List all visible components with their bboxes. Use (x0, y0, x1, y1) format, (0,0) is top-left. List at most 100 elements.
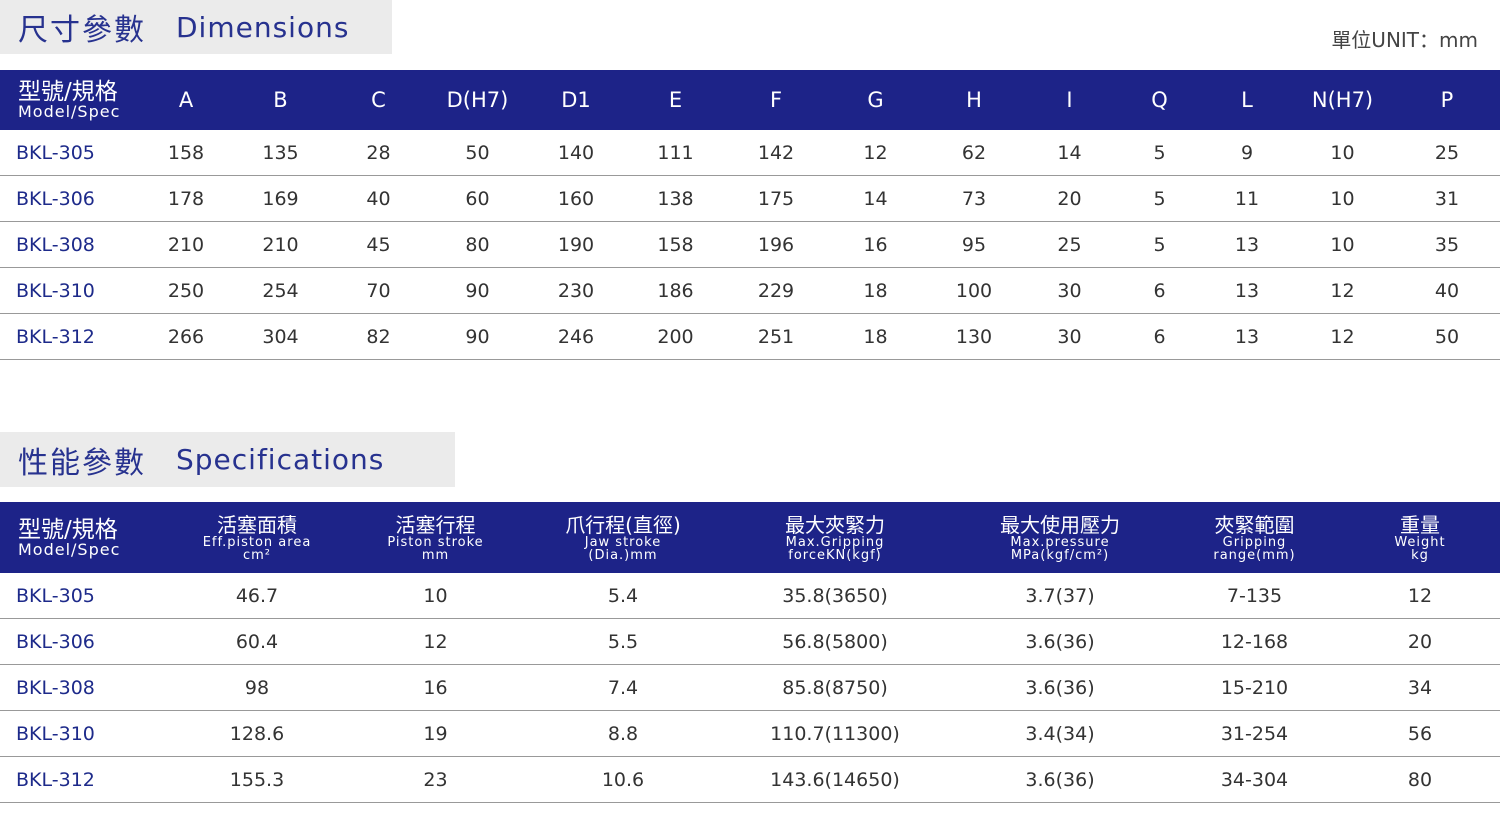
table-row: BKL-305 46.7 10 5.4 35.8(3650) 3.7(37) 7-135 12 (0, 573, 1500, 619)
table-cell: 10 (344, 573, 527, 619)
header-en2: forceKN(kgf) (788, 547, 882, 563)
table-cell: 229 (726, 267, 826, 314)
table-cell: 230 (527, 267, 625, 314)
header-zh: 最大夾緊力 (785, 512, 885, 537)
table-cell: 250 (140, 267, 232, 314)
table-cell: 12 (1340, 573, 1500, 619)
table-cell: 80 (1340, 756, 1500, 803)
model-cell: BKL-312 (0, 756, 170, 803)
table-cell: 30 (1023, 313, 1116, 360)
header-en2: (Dia.)mm (588, 547, 658, 563)
table-cell: 19 (344, 710, 527, 757)
model-zh: 型號/規格 (18, 516, 118, 543)
model-cell: BKL-310 (0, 267, 140, 314)
column-header: 最大使用壓力 Max.pressure MPa(kgf/cm²) (951, 502, 1169, 573)
table-cell: 3.7(37) (951, 573, 1169, 619)
column-header: 重量 Weight kg (1340, 502, 1500, 573)
table-cell: 18 (826, 267, 925, 314)
unit-label: 單位UNIT：mm (1331, 28, 1478, 52)
model-cell: BKL-306 (0, 175, 140, 222)
table-cell: 73 (925, 175, 1023, 222)
column-header: 活塞面積 Eff.piston area cm² (170, 502, 344, 573)
model-cell: BKL-310 (0, 710, 170, 757)
header-en1: Weight (1394, 534, 1446, 550)
table-cell: 251 (726, 313, 826, 360)
table-cell: 80 (428, 221, 527, 268)
table-cell: 16 (344, 664, 527, 711)
table-cell: 15-210 (1169, 664, 1340, 711)
specifications-table: 型號/規格 Model/Spec 活塞面積 Eff.piston area cm² 活塞行… (0, 502, 1500, 803)
column-header: D1 (527, 70, 625, 130)
table-cell: 82 (329, 313, 428, 360)
table-cell: 246 (527, 313, 625, 360)
table-cell: 5.5 (527, 618, 719, 665)
column-header: A (140, 70, 232, 130)
table-cell: 142 (726, 130, 826, 176)
table-row: BKL-306 178 169 40 60 160 138 175 14 73 20 5 11 10 31 (0, 175, 1500, 222)
table-cell: 160 (527, 175, 625, 222)
column-header: 最大夾緊力 Max.Gripping forceKN(kgf) (719, 502, 951, 573)
column-header: L (1203, 70, 1291, 130)
table-cell: 138 (625, 175, 726, 222)
table-cell: 135 (232, 130, 329, 176)
column-header: 爪行程(直徑) Jaw stroke (Dia.)mm (527, 502, 719, 573)
column-header: H (925, 70, 1023, 130)
table-cell: 196 (726, 221, 826, 268)
table-cell: 5 (1116, 221, 1203, 268)
table-row: BKL-308 210 210 45 80 190 158 196 16 95 25 5 13 10 35 (0, 221, 1500, 268)
column-header: C (329, 70, 428, 130)
table-cell: 56 (1340, 710, 1500, 757)
header-en2: mm (421, 547, 450, 563)
table-cell: 13 (1203, 267, 1291, 314)
header-en1: Max.Gripping (785, 534, 885, 550)
model-cell: BKL-305 (0, 573, 170, 619)
table-cell: 110.7(11300) (719, 710, 951, 757)
table-cell: 5 (1116, 175, 1203, 222)
table-cell: 50 (1394, 313, 1500, 360)
table-cell: 10 (1291, 221, 1394, 268)
table-cell: 13 (1203, 221, 1291, 268)
table-cell: 13 (1203, 313, 1291, 360)
table-cell: 178 (140, 175, 232, 222)
header-en2: kg (1411, 547, 1429, 563)
table-cell: 254 (232, 267, 329, 314)
table-cell: 158 (140, 130, 232, 176)
table-cell: 60 (428, 175, 527, 222)
column-header: P (1394, 70, 1500, 130)
title-zh: 尺寸參數 (18, 13, 146, 48)
model-cell: BKL-308 (0, 664, 170, 711)
table-cell: 5.4 (527, 573, 719, 619)
header-en1: Eff.piston area (202, 534, 312, 550)
table-cell: 45 (329, 221, 428, 268)
table-cell: 210 (140, 221, 232, 268)
table-cell: 62 (925, 130, 1023, 176)
table-cell: 6 (1116, 313, 1203, 360)
table-cell: 98 (170, 664, 344, 711)
table-cell: 34 (1340, 664, 1500, 711)
table-cell: 10.6 (527, 756, 719, 803)
table-cell: 155.3 (170, 756, 344, 803)
table-cell: 60.4 (170, 618, 344, 665)
table-cell: 11 (1203, 175, 1291, 222)
model-cell: BKL-312 (0, 313, 140, 360)
table-cell: 186 (625, 267, 726, 314)
column-header: I (1023, 70, 1116, 130)
table-cell: 56.8(5800) (719, 618, 951, 665)
header-zh: 活塞面積 (217, 512, 297, 537)
table-cell: 304 (232, 313, 329, 360)
table-cell: 100 (925, 267, 1023, 314)
column-header: 夾緊範圍 Gripping range(mm) (1169, 502, 1340, 573)
table-cell: 266 (140, 313, 232, 360)
table-cell: 200 (625, 313, 726, 360)
table-cell: 85.8(8750) (719, 664, 951, 711)
column-header: 活塞行程 Piston stroke mm (344, 502, 527, 573)
table-cell: 9 (1203, 130, 1291, 176)
table-cell: 8.8 (527, 710, 719, 757)
table-cell: 35 (1394, 221, 1500, 268)
table-cell: 20 (1340, 618, 1500, 665)
table-cell: 12 (344, 618, 527, 665)
table-row: BKL-306 60.4 12 5.5 56.8(5800) 3.6(36) 12-168 2… (0, 618, 1500, 665)
table-row: BKL-305 158 135 28 50 140 111 142 12 62 14 5 9 10 25 (0, 130, 1500, 176)
header-en2: cm² (242, 547, 272, 563)
header-zh: 最大使用壓力 (1000, 512, 1120, 537)
